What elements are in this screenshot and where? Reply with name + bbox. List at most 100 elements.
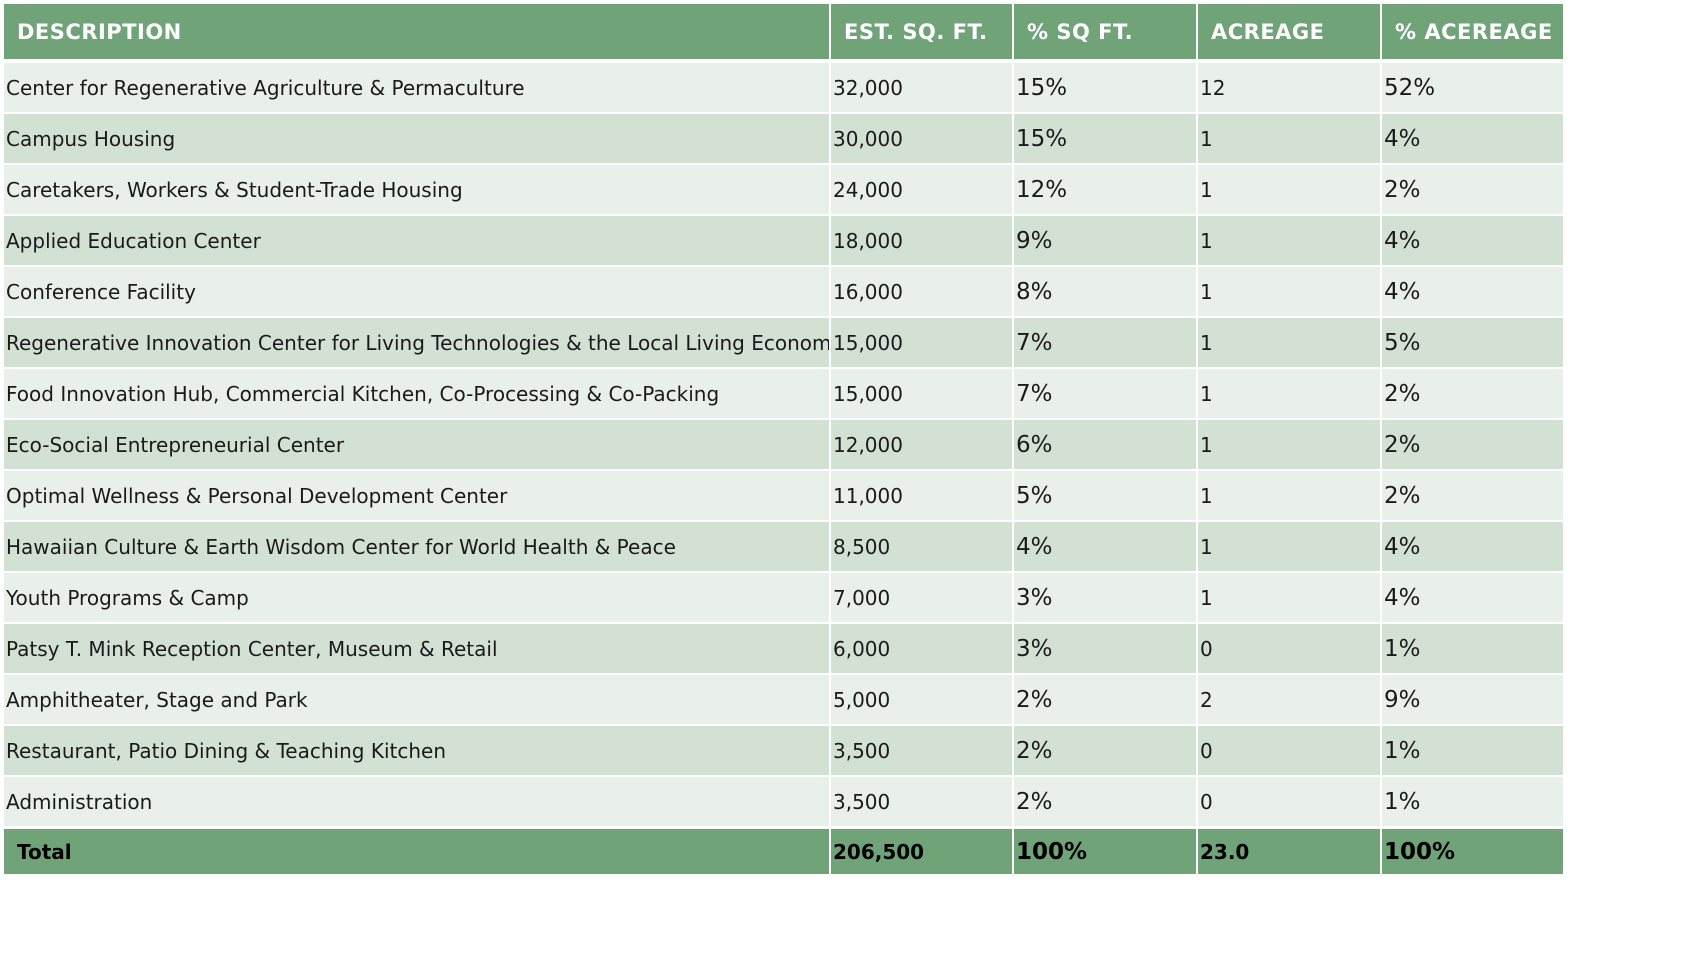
cell-acreage: 1 (1196, 469, 1382, 522)
header-description: DESCRIPTION (2, 2, 831, 63)
cell-acreage: 1 (1196, 418, 1382, 471)
cell-sq-ft: 12,000 (829, 418, 1014, 471)
total-pct-acreage: 100% (1380, 826, 1565, 876)
cell-acreage: 0 (1196, 622, 1382, 675)
cell-description: Patsy T. Mink Reception Center, Museum &… (2, 622, 831, 675)
table-row: Food Innovation Hub, Commercial Kitchen,… (2, 367, 1565, 420)
cell-pct-acreage: 2% (1380, 418, 1565, 471)
cell-sq-ft: 6,000 (829, 622, 1014, 675)
cell-sq-ft: 15,000 (829, 367, 1014, 420)
cell-description: Eco-Social Entrepreneurial Center (2, 418, 831, 471)
cell-sq-ft: 3,500 (829, 724, 1014, 777)
table-row: Conference Facility 16,000 8% 1 4% (2, 265, 1565, 318)
table-row: Restaurant, Patio Dining & Teaching Kitc… (2, 724, 1565, 777)
cell-pct-sq-ft: 6% (1012, 418, 1198, 471)
table-body: Center for Regenerative Agriculture & Pe… (2, 60, 1565, 829)
total-pct-sq-ft: 100% (1012, 826, 1198, 876)
cell-pct-acreage: 2% (1380, 469, 1565, 522)
header-acreage: ACREAGE (1196, 2, 1382, 63)
cell-description: Restaurant, Patio Dining & Teaching Kitc… (2, 724, 831, 777)
cell-description: Campus Housing (2, 112, 831, 165)
cell-sq-ft: 32,000 (829, 60, 1014, 114)
cell-sq-ft: 18,000 (829, 214, 1014, 267)
cell-pct-acreage: 4% (1380, 520, 1565, 573)
space-allocation-table: DESCRIPTION EST. SQ. FT. % SQ FT. ACREAG… (2, 2, 1565, 876)
cell-acreage: 1 (1196, 163, 1382, 216)
cell-sq-ft: 5,000 (829, 673, 1014, 726)
cell-description: Caretakers, Workers & Student-Trade Hous… (2, 163, 831, 216)
table-row: Campus Housing 30,000 15% 1 4% (2, 112, 1565, 165)
header-pct-acreage: % ACEREAGE (1380, 2, 1565, 63)
cell-acreage: 1 (1196, 367, 1382, 420)
cell-pct-acreage: 1% (1380, 775, 1565, 829)
cell-sq-ft: 11,000 (829, 469, 1014, 522)
cell-description: Youth Programs & Camp (2, 571, 831, 624)
cell-acreage: 1 (1196, 571, 1382, 624)
space-allocation-table-wrapper: DESCRIPTION EST. SQ. FT. % SQ FT. ACREAG… (2, 2, 1565, 876)
cell-acreage: 2 (1196, 673, 1382, 726)
cell-description: Hawaiian Culture & Earth Wisdom Center f… (2, 520, 831, 573)
cell-description: Amphitheater, Stage and Park (2, 673, 831, 726)
total-label: Total (2, 826, 831, 876)
table-row: Amphitheater, Stage and Park 5,000 2% 2 … (2, 673, 1565, 726)
cell-pct-sq-ft: 2% (1012, 775, 1198, 829)
table-row: Eco-Social Entrepreneurial Center 12,000… (2, 418, 1565, 471)
header-est-sq-ft: EST. SQ. FT. (829, 2, 1014, 63)
cell-pct-sq-ft: 7% (1012, 316, 1198, 369)
table-row: Patsy T. Mink Reception Center, Museum &… (2, 622, 1565, 675)
table-row: Hawaiian Culture & Earth Wisdom Center f… (2, 520, 1565, 573)
cell-sq-ft: 7,000 (829, 571, 1014, 624)
total-acreage: 23.0 (1196, 826, 1382, 876)
cell-pct-sq-ft: 15% (1012, 60, 1198, 114)
cell-pct-sq-ft: 3% (1012, 571, 1198, 624)
cell-acreage: 1 (1196, 214, 1382, 267)
cell-sq-ft: 3,500 (829, 775, 1014, 829)
cell-pct-acreage: 2% (1380, 163, 1565, 216)
cell-pct-sq-ft: 3% (1012, 622, 1198, 675)
cell-pct-acreage: 4% (1380, 571, 1565, 624)
cell-sq-ft: 15,000 (829, 316, 1014, 369)
cell-acreage: 1 (1196, 316, 1382, 369)
table-header: DESCRIPTION EST. SQ. FT. % SQ FT. ACREAG… (2, 2, 1565, 63)
table-row: Regenerative Innovation Center for Livin… (2, 316, 1565, 369)
cell-pct-acreage: 1% (1380, 724, 1565, 777)
cell-pct-acreage: 4% (1380, 265, 1565, 318)
cell-sq-ft: 24,000 (829, 163, 1014, 216)
table-footer: Total 206,500 100% 23.0 100% (2, 826, 1565, 876)
total-row: Total 206,500 100% 23.0 100% (2, 826, 1565, 876)
cell-pct-sq-ft: 8% (1012, 265, 1198, 318)
cell-acreage: 12 (1196, 60, 1382, 114)
table-row: Administration 3,500 2% 0 1% (2, 775, 1565, 829)
cell-acreage: 0 (1196, 775, 1382, 829)
cell-acreage: 1 (1196, 265, 1382, 318)
cell-acreage: 1 (1196, 520, 1382, 573)
cell-pct-acreage: 9% (1380, 673, 1565, 726)
header-row: DESCRIPTION EST. SQ. FT. % SQ FT. ACREAG… (2, 2, 1565, 63)
cell-pct-sq-ft: 7% (1012, 367, 1198, 420)
cell-description: Regenerative Innovation Center for Livin… (2, 316, 831, 369)
cell-description: Administration (2, 775, 831, 829)
cell-pct-acreage: 4% (1380, 214, 1565, 267)
cell-pct-sq-ft: 2% (1012, 673, 1198, 726)
cell-pct-acreage: 4% (1380, 112, 1565, 165)
cell-description: Food Innovation Hub, Commercial Kitchen,… (2, 367, 831, 420)
cell-pct-acreage: 1% (1380, 622, 1565, 675)
cell-pct-sq-ft: 9% (1012, 214, 1198, 267)
table-row: Youth Programs & Camp 7,000 3% 1 4% (2, 571, 1565, 624)
cell-pct-sq-ft: 15% (1012, 112, 1198, 165)
cell-description: Optimal Wellness & Personal Development … (2, 469, 831, 522)
cell-description: Conference Facility (2, 265, 831, 318)
cell-pct-acreage: 5% (1380, 316, 1565, 369)
cell-pct-sq-ft: 4% (1012, 520, 1198, 573)
cell-pct-acreage: 2% (1380, 367, 1565, 420)
cell-acreage: 0 (1196, 724, 1382, 777)
cell-sq-ft: 30,000 (829, 112, 1014, 165)
cell-pct-acreage: 52% (1380, 60, 1565, 114)
cell-acreage: 1 (1196, 112, 1382, 165)
table-row: Center for Regenerative Agriculture & Pe… (2, 60, 1565, 114)
table-row: Caretakers, Workers & Student-Trade Hous… (2, 163, 1565, 216)
cell-pct-sq-ft: 5% (1012, 469, 1198, 522)
cell-sq-ft: 16,000 (829, 265, 1014, 318)
cell-sq-ft: 8,500 (829, 520, 1014, 573)
cell-description: Center for Regenerative Agriculture & Pe… (2, 60, 831, 114)
